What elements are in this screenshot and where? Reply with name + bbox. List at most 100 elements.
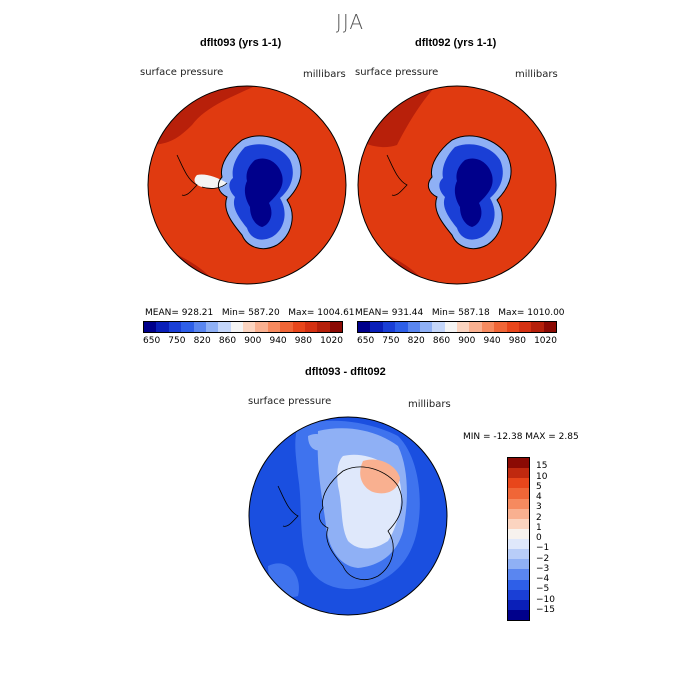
colorbar-tick-label: 940 [269, 336, 287, 346]
panel2-colorbar [357, 321, 557, 333]
panel1-units-label: millibars [303, 69, 346, 80]
colorbar-swatch [432, 322, 445, 332]
colorbar-tick-label: 3 [536, 502, 542, 513]
colorbar-swatch [508, 589, 529, 600]
colorbar-swatch [518, 322, 532, 332]
colorbar-swatch [395, 322, 408, 332]
colorbar-tick-label: 1020 [534, 336, 557, 346]
panel2-max-label: Max= 1010.00 [498, 308, 565, 318]
panel2-variable-label: surface pressure [355, 67, 439, 78]
colorbar-swatch [267, 322, 281, 332]
colorbar-tick-label: 860 [432, 336, 451, 346]
diff-minmax-label: MIN = -12.38 MAX = 2.85 [463, 432, 579, 442]
diff-units-label: millibars [408, 399, 451, 410]
colorbar-swatch [370, 322, 383, 332]
colorbar-swatch [531, 322, 544, 332]
colorbar-swatch [205, 322, 219, 332]
colorbar-tick-label: −3 [536, 563, 550, 574]
colorbar-swatch [508, 599, 529, 610]
colorbar-tick-label: −10 [536, 594, 555, 605]
colorbar-swatch [317, 322, 330, 332]
colorbar-swatch [508, 468, 529, 479]
panel2-colorbar-ticks: 650 750 820 860 900 940 980 1020 [357, 336, 557, 346]
colorbar-swatch [481, 322, 495, 332]
colorbar-tick-label: −4 [536, 574, 550, 584]
colorbar-tick-label: 860 [218, 336, 237, 346]
colorbar-swatch [543, 322, 556, 332]
colorbar-swatch [508, 539, 529, 550]
colorbar-tick-label: −15 [536, 604, 555, 615]
colorbar-tick-label: 900 [244, 336, 262, 346]
colorbar-swatch [230, 322, 243, 332]
panel2-min-label: Min= 587.18 [431, 308, 490, 318]
colorbar-swatch [144, 322, 157, 332]
colorbar-swatch [508, 508, 529, 519]
colorbar-tick-label: 820 [193, 336, 211, 346]
colorbar-swatch [494, 322, 507, 332]
figure-season-title: JJA [335, 10, 365, 34]
colorbar-tick-label: 650 [143, 336, 161, 346]
colorbar-tick-label: −5 [536, 584, 550, 595]
colorbar-swatch [292, 322, 305, 332]
colorbar-swatch [508, 498, 529, 509]
panel1-variable-label: surface pressure [140, 67, 224, 78]
colorbar-swatch [358, 322, 371, 332]
panel1-min-label: Min= 587.20 [221, 308, 280, 318]
panel1-max-label: Max= 1004.61 [288, 308, 355, 318]
colorbar-tick-label: 650 [357, 336, 375, 346]
diff-title: dflt093 - dflt092 [305, 366, 386, 378]
colorbar-tick-label: 750 [382, 336, 400, 346]
colorbar-tick-label: 980 [294, 336, 312, 346]
colorbar-swatch [508, 609, 529, 620]
colorbar-swatch [508, 579, 529, 590]
colorbar-swatch [181, 322, 194, 332]
colorbar-swatch [243, 322, 256, 332]
colorbar-tick-label: 1020 [320, 336, 343, 346]
colorbar-tick-label: 4 [536, 492, 542, 502]
colorbar-tick-label: −1 [536, 543, 550, 554]
colorbar-swatch [506, 322, 519, 332]
panel2-title: dflt092 (yrs 1-1) [415, 37, 497, 49]
colorbar-swatch [508, 549, 529, 560]
panel2-mean-label: MEAN= 931.44 [355, 308, 424, 318]
colorbar-swatch [218, 322, 231, 332]
colorbar-tick-label: 15 [536, 461, 548, 472]
colorbar-swatch [156, 322, 169, 332]
colorbar-swatch [508, 569, 529, 580]
colorbar-swatch [329, 322, 342, 332]
panel2-polar-map [357, 85, 557, 285]
colorbar-tick-label: 820 [407, 336, 425, 346]
colorbar-swatch [508, 518, 529, 529]
colorbar-swatch [457, 322, 470, 332]
colorbar-tick-label: 5 [536, 481, 542, 492]
colorbar-swatch [407, 322, 420, 332]
colorbar-swatch [508, 559, 529, 570]
colorbar-swatch [419, 322, 433, 332]
colorbar-tick-label: 0 [536, 533, 542, 543]
colorbar-swatch [444, 322, 457, 332]
colorbar-swatch [469, 322, 482, 332]
diff-colorbar [507, 457, 530, 621]
colorbar-tick-label: 10 [536, 471, 548, 482]
colorbar-swatch [193, 322, 206, 332]
panel1-polar-map [147, 85, 347, 285]
panel1-title: dflt093 (yrs 1-1) [200, 37, 282, 49]
colorbar-swatch [508, 458, 529, 469]
colorbar-swatch [382, 322, 396, 332]
colorbar-swatch [168, 322, 182, 332]
panel2-units-label: millibars [515, 69, 558, 80]
colorbar-swatch [508, 528, 529, 539]
colorbar-tick-label: 1 [536, 522, 542, 533]
diff-polar-map [248, 416, 448, 616]
panel1-colorbar-ticks: 650 750 820 860 900 940 980 1020 [143, 336, 343, 346]
colorbar-swatch [304, 322, 318, 332]
diff-variable-label: surface pressure [248, 396, 332, 407]
colorbar-swatch [508, 478, 529, 489]
panel1-mean-label: MEAN= 928.21 [145, 308, 214, 318]
colorbar-swatch [255, 322, 268, 332]
colorbar-tick-label: 2 [536, 512, 542, 523]
colorbar-tick-label: 900 [458, 336, 476, 346]
colorbar-tick-label: −2 [536, 553, 550, 564]
panel1-colorbar [143, 321, 343, 333]
colorbar-tick-label: 940 [483, 336, 501, 346]
